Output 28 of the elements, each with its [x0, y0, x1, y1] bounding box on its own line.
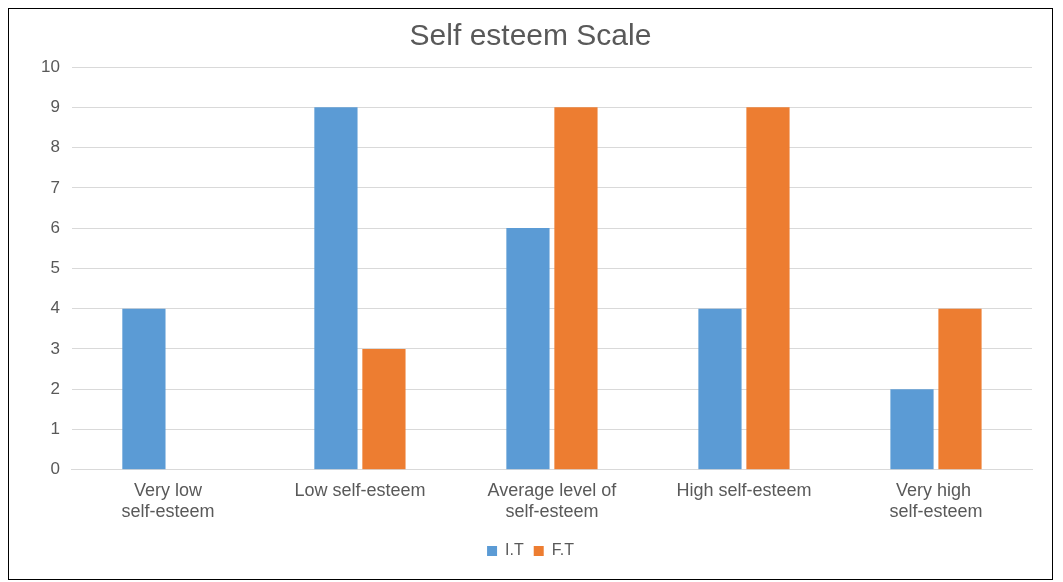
bar [554, 107, 598, 470]
y-tick-label: 6 [50, 217, 60, 237]
legend-label: F.T [551, 541, 575, 559]
y-tick-label: 4 [50, 298, 60, 318]
y-tick-label: 3 [50, 338, 60, 358]
bar [746, 107, 790, 470]
x-tick-label: Very low self-esteem [121, 479, 215, 522]
y-tick-label: 2 [50, 378, 60, 398]
bar [698, 308, 742, 470]
y-tick-label: 8 [50, 137, 60, 157]
x-tick-label: Very high self-esteem [889, 479, 983, 522]
bar [314, 107, 358, 470]
chart-title: Self esteem Scale [409, 18, 652, 52]
y-tick-label: 7 [50, 177, 60, 197]
bar [506, 228, 550, 470]
x-tick-label: Low self-esteem [294, 479, 426, 500]
y-tick-label: 0 [50, 459, 60, 479]
y-tick-label: 9 [50, 96, 60, 116]
bar [122, 308, 166, 470]
bar [938, 308, 982, 470]
bar [362, 348, 406, 470]
y-tick-label: 1 [50, 419, 60, 439]
y-tick-label: 10 [40, 56, 60, 76]
x-tick-label: Average level of self-esteem [487, 479, 618, 522]
legend-label: I.T [505, 541, 524, 559]
y-tick-label: 5 [50, 258, 60, 278]
bar [890, 389, 934, 470]
x-tick-label: High self-esteem [676, 479, 812, 500]
